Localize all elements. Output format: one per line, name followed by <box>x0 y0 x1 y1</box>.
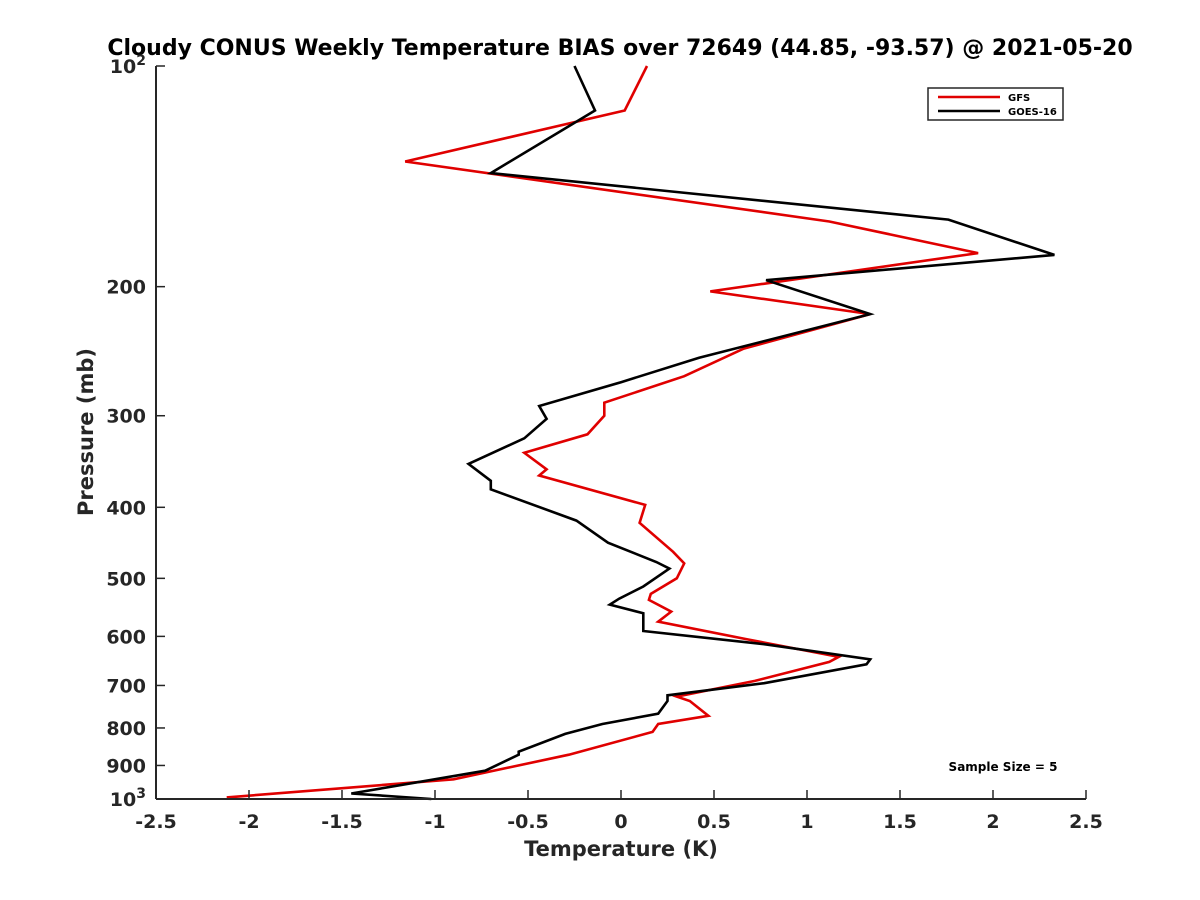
y-tick-label: 700 <box>106 675 146 697</box>
x-tick-label: 0.5 <box>697 811 731 833</box>
y-tick-label: 400 <box>106 497 146 519</box>
plot-area <box>226 65 1055 801</box>
x-ticks: -2.5 -2 -1.5 -1 -0.5 0 0.5 1 1.5 2 2.5 <box>135 790 1103 833</box>
y-tick-label: 500 <box>106 568 146 590</box>
y-ticks: 102 200 300 400 500 600 700 800 900 103 <box>106 53 165 811</box>
y-tick-label: 800 <box>106 718 146 740</box>
x-tick-label: 2 <box>986 811 999 833</box>
y-tick-label: 103 <box>110 786 146 811</box>
y-axis-label: Pressure (mb) <box>74 348 98 516</box>
sample-size-annotation: Sample Size = 5 <box>949 760 1058 774</box>
legend-label-goes-16: GOES-16 <box>1008 107 1057 118</box>
axes <box>155 66 1086 800</box>
x-tick-label: -2 <box>238 811 259 833</box>
x-tick-label: -2.5 <box>135 811 177 833</box>
x-tick-label: 2.5 <box>1069 811 1103 833</box>
y-tick-label: 300 <box>106 406 146 428</box>
x-tick-label: -1 <box>424 811 445 833</box>
series-line-gfs <box>226 65 979 799</box>
x-tick-label: 1 <box>800 811 813 833</box>
legend: GFS GOES-16 <box>927 87 1064 121</box>
legend-box <box>927 87 1064 121</box>
y-tick-label: 102 <box>110 53 146 78</box>
x-tick-label: -0.5 <box>507 811 549 833</box>
x-tick-label: 0 <box>614 811 627 833</box>
legend-label-gfs: GFS <box>1008 93 1030 104</box>
y-tick-label: 900 <box>106 755 146 777</box>
x-tick-label: 1.5 <box>883 811 917 833</box>
chart-title: Cloudy CONUS Weekly Temperature BIAS ove… <box>107 36 1132 61</box>
x-tick-label: -1.5 <box>321 811 363 833</box>
series-line-goes-16 <box>351 65 1055 801</box>
y-tick-label: 200 <box>106 277 146 299</box>
x-axis-label: Temperature (K) <box>524 837 718 861</box>
y-tick-label: 600 <box>106 626 146 648</box>
